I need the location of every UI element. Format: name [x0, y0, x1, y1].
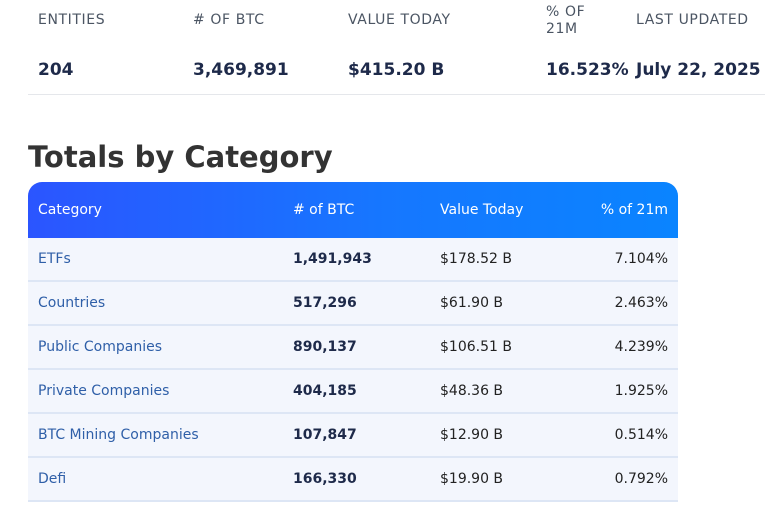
value-today: $61.90 B: [440, 295, 504, 311]
summary-stats: ENTITIES # OF BTC VALUE TODAY % OF 21M L…: [28, 0, 765, 95]
percent-of-21m: 0.514%: [614, 427, 668, 443]
table-row: Defi 166,330 $19.90 B 0.792%: [28, 458, 678, 502]
table-row: ETFs 1,491,943 $178.52 B 7.104%: [28, 238, 678, 282]
summary-header-pct: % OF 21M: [546, 4, 586, 37]
table-row: Countries 517,296 $61.90 B 2.463%: [28, 282, 678, 326]
summary-value-pct: 16.523%: [546, 60, 629, 80]
btc-amount: 404,185: [293, 383, 357, 399]
percent-of-21m: 1.925%: [614, 383, 668, 399]
value-today: $19.90 B: [440, 471, 504, 487]
value-today: $48.36 B: [440, 383, 504, 399]
section-title: Totals by Category: [28, 140, 333, 174]
percent-of-21m: 7.104%: [614, 251, 668, 267]
category-link[interactable]: Defi: [38, 471, 67, 487]
summary-header-updated: LAST UPDATED: [636, 12, 749, 28]
table-row: Private Companies 404,185 $48.36 B 1.925…: [28, 370, 678, 414]
btc-amount: 890,137: [293, 339, 357, 355]
summary-value-entities: 204: [38, 60, 74, 80]
summary-value-value: $415.20 B: [348, 60, 445, 80]
column-header-btc[interactable]: # of BTC: [293, 202, 355, 218]
btc-amount: 1,491,943: [293, 251, 372, 267]
value-today: $12.90 B: [440, 427, 504, 443]
value-today: $106.51 B: [440, 339, 512, 355]
category-table: Category # of BTC Value Today % of 21m E…: [28, 182, 678, 502]
table-row: BTC Mining Companies 107,847 $12.90 B 0.…: [28, 414, 678, 458]
summary-header-value: VALUE TODAY: [348, 12, 451, 28]
category-link[interactable]: Countries: [38, 295, 106, 311]
category-link[interactable]: Private Companies: [38, 383, 170, 399]
table-header: Category # of BTC Value Today % of 21m: [28, 182, 678, 238]
column-header-category[interactable]: Category: [38, 202, 102, 218]
percent-of-21m: 0.792%: [614, 471, 668, 487]
summary-header-entities: ENTITIES: [38, 12, 106, 28]
btc-amount: 107,847: [293, 427, 357, 443]
summary-value-updated: July 22, 2025: [636, 60, 761, 80]
category-link[interactable]: Public Companies: [38, 339, 162, 355]
table-row: Public Companies 890,137 $106.51 B 4.239…: [28, 326, 678, 370]
column-header-value[interactable]: Value Today: [440, 202, 524, 218]
value-today: $178.52 B: [440, 251, 512, 267]
percent-of-21m: 4.239%: [614, 339, 668, 355]
btc-amount: 517,296: [293, 295, 357, 311]
btc-amount: 166,330: [293, 471, 357, 487]
summary-header-btc: # OF BTC: [193, 12, 265, 28]
summary-value-btc: 3,469,891: [193, 60, 289, 80]
column-header-pct[interactable]: % of 21m: [600, 202, 668, 218]
category-link[interactable]: ETFs: [38, 251, 71, 267]
category-link[interactable]: BTC Mining Companies: [38, 427, 199, 443]
percent-of-21m: 2.463%: [614, 295, 668, 311]
